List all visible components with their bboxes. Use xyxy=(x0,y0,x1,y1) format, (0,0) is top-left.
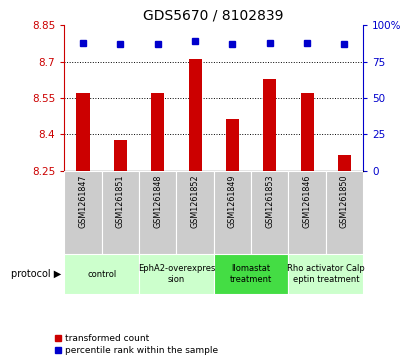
Text: llomastat
treatment: llomastat treatment xyxy=(230,264,272,284)
Bar xyxy=(288,171,326,254)
Bar xyxy=(64,254,139,294)
Text: protocol ▶: protocol ▶ xyxy=(11,269,61,279)
Bar xyxy=(214,171,251,254)
Bar xyxy=(300,93,314,171)
Bar xyxy=(338,155,351,171)
Bar xyxy=(263,79,276,171)
Bar xyxy=(139,254,214,294)
Text: EphA2-overexpres
sion: EphA2-overexpres sion xyxy=(138,264,215,284)
Bar xyxy=(64,171,102,254)
Text: GSM1261850: GSM1261850 xyxy=(340,175,349,228)
Bar xyxy=(326,171,363,254)
Bar xyxy=(114,140,127,171)
Text: Rho activator Calp
eptin treatment: Rho activator Calp eptin treatment xyxy=(287,264,365,284)
Bar xyxy=(226,119,239,171)
Text: GSM1261846: GSM1261846 xyxy=(303,175,312,228)
Text: GSM1261848: GSM1261848 xyxy=(153,175,162,228)
Bar xyxy=(151,93,164,171)
Text: GSM1261853: GSM1261853 xyxy=(265,175,274,228)
Title: GDS5670 / 8102839: GDS5670 / 8102839 xyxy=(144,9,284,23)
Bar xyxy=(188,59,202,171)
Bar xyxy=(251,171,288,254)
Bar xyxy=(139,171,176,254)
Text: GSM1261847: GSM1261847 xyxy=(78,175,88,228)
Text: GSM1261849: GSM1261849 xyxy=(228,175,237,228)
Bar xyxy=(214,254,288,294)
Bar xyxy=(76,93,90,171)
Text: GSM1261852: GSM1261852 xyxy=(190,175,200,228)
Bar xyxy=(288,254,363,294)
Legend: transformed count, percentile rank within the sample: transformed count, percentile rank withi… xyxy=(54,334,218,355)
Bar xyxy=(102,171,139,254)
Text: GSM1261851: GSM1261851 xyxy=(116,175,125,228)
Text: control: control xyxy=(87,270,116,278)
Bar xyxy=(176,171,214,254)
